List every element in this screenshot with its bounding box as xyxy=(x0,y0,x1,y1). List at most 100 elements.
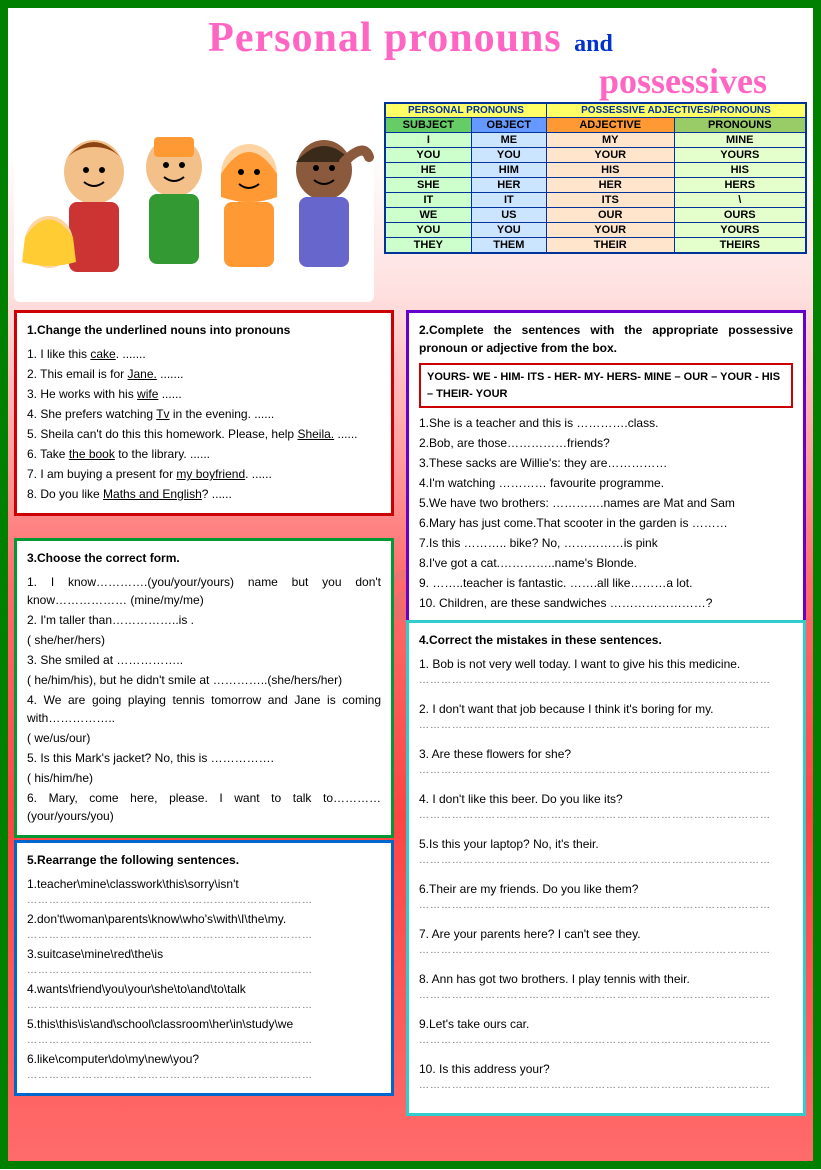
chart-cell: HE xyxy=(385,163,471,178)
exercises-area: 1.Change the underlined nouns into prono… xyxy=(14,310,807,1170)
ex1-item: 2. This email is for Jane. ....... xyxy=(27,365,381,383)
chart-cell: YOURS xyxy=(674,148,806,163)
chart-cell: OUR xyxy=(546,208,674,223)
ex4-item: 8. Ann has got two brothers. I play tenn… xyxy=(419,970,793,1003)
ex5-item: 5.this\this\is\and\school\classroom\her\… xyxy=(27,1015,381,1048)
chart-cell: MY xyxy=(546,133,674,148)
kids-svg xyxy=(14,102,374,302)
chart-cell: HIS xyxy=(546,163,674,178)
chart-cell: YOUR xyxy=(546,148,674,163)
chart-cell: HER xyxy=(546,178,674,193)
chart-cell: I xyxy=(385,133,471,148)
exercise-4: 4.Correct the mistakes in these sentence… xyxy=(406,620,806,1116)
chart-cell: SHE xyxy=(385,178,471,193)
ex3-title: 3.Choose the correct form. xyxy=(27,549,381,567)
ex1-item: 3. He works with his wife ...... xyxy=(27,385,381,403)
pronoun-chart-wrap: PERSONAL PRONOUNSPOSSESSIVE ADJECTIVES/P… xyxy=(384,102,807,302)
ex2-item: 9. ……..teacher is fantastic. …….all like… xyxy=(419,574,793,592)
chart-cell: THEY xyxy=(385,238,471,254)
ex3-item: 1. I know………….(you/your/yours) name but … xyxy=(27,573,381,609)
chart-cell: ITS xyxy=(546,193,674,208)
exercise-5: 5.Rearrange the following sentences. 1.t… xyxy=(14,840,394,1096)
kids-illustration xyxy=(14,102,374,302)
ex2-item: 6.Mary has just come.That scooter in the… xyxy=(419,514,793,532)
ex2-item: 10. Children, are these sandwiches ……………… xyxy=(419,594,793,612)
chart-cell: HER xyxy=(471,178,546,193)
chart-h1-poss: POSSESSIVE ADJECTIVES/PRONOUNS xyxy=(546,103,806,118)
ex1-item: 5. Sheila can't do this this homework. P… xyxy=(27,425,381,443)
ex4-item: 3. Are these flowers for she?……………………………… xyxy=(419,745,793,778)
ex1-item: 4. She prefers watching Tv in the evenin… xyxy=(27,405,381,423)
chart-h2-object: OBJECT xyxy=(471,118,546,133)
chart-cell: ME xyxy=(471,133,546,148)
ex4-item: 2. I don't want that job because I think… xyxy=(419,700,793,733)
title-and: and xyxy=(574,31,613,57)
chart-cell: THEM xyxy=(471,238,546,254)
ex1-title: 1.Change the underlined nouns into prono… xyxy=(27,321,381,339)
ex2-options: YOURS- WE - HIM- ITS - HER- MY- HERS- MI… xyxy=(419,363,793,408)
chart-cell: US xyxy=(471,208,546,223)
ex2-item: 4.I'm watching ………… favourite programme. xyxy=(419,474,793,492)
ex3-item: ( she/her/hers) xyxy=(27,631,381,649)
ex3-item: 2. I'm taller than……………..is . xyxy=(27,611,381,629)
ex2-item: 7.Is this ……….. bike? No, ……………is pink xyxy=(419,534,793,552)
chart-cell: YOURS xyxy=(674,223,806,238)
ex5-title: 5.Rearrange the following sentences. xyxy=(27,851,381,869)
title-possessives: possessives xyxy=(14,60,807,102)
ex4-item: 4. I don't like this beer. Do you like i… xyxy=(419,790,793,823)
chart-cell: IT xyxy=(471,193,546,208)
ex3-item: ( he/him/his), but he didn't smile at ……… xyxy=(27,671,381,689)
chart-cell: IT xyxy=(385,193,471,208)
ex3-item: 6. Mary, come here, please. I want to ta… xyxy=(27,789,381,825)
ex5-item: 4.wants\friend\you\your\she\to\and\to\ta… xyxy=(27,980,381,1013)
ex4-title: 4.Correct the mistakes in these sentence… xyxy=(419,631,793,649)
ex2-item: 2.Bob, are those……………friends? xyxy=(419,434,793,452)
exercise-1: 1.Change the underlined nouns into prono… xyxy=(14,310,394,516)
chart-h2-adj: ADJECTIVE xyxy=(546,118,674,133)
chart-cell: YOU xyxy=(385,223,471,238)
exercise-3: 3.Choose the correct form. 1. I know…………… xyxy=(14,538,394,838)
chart-cell: \ xyxy=(674,193,806,208)
top-area: PERSONAL PRONOUNSPOSSESSIVE ADJECTIVES/P… xyxy=(14,102,807,302)
pronoun-chart: PERSONAL PRONOUNSPOSSESSIVE ADJECTIVES/P… xyxy=(384,102,807,254)
chart-h1-personal: PERSONAL PRONOUNS xyxy=(385,103,546,118)
ex1-item: 6. Take the book to the library. ...... xyxy=(27,445,381,463)
chart-cell: YOU xyxy=(385,148,471,163)
chart-cell: HERS xyxy=(674,178,806,193)
ex5-item: 1.teacher\mine\classwork\this\sorry\isn'… xyxy=(27,875,381,908)
chart-cell: YOU xyxy=(471,148,546,163)
chart-h2-subject: SUBJECT xyxy=(385,118,471,133)
ex5-item: 2.don't\woman\parents\know\who's\with\I\… xyxy=(27,910,381,943)
ex2-item: 8.I've got a cat.…………..name's Blonde. xyxy=(419,554,793,572)
worksheet-frame: ESLprintables.com Personal pronouns and … xyxy=(0,0,821,1169)
ex4-item: 10. Is this address your?………………………………………… xyxy=(419,1060,793,1093)
ex3-item: 5. Is this Mark's jacket? No, this is ……… xyxy=(27,749,381,767)
ex1-item: 8. Do you like Maths and English? ...... xyxy=(27,485,381,503)
ex4-item: 6.Their are my friends. Do you like them… xyxy=(419,880,793,913)
chart-cell: MINE xyxy=(674,133,806,148)
chart-cell: HIM xyxy=(471,163,546,178)
ex2-item: 1.She is a teacher and this is ………….clas… xyxy=(419,414,793,432)
ex5-item: 3.suitcase\mine\red\the\is……………………………………… xyxy=(27,945,381,978)
ex4-item: 1. Bob is not very well today. I want to… xyxy=(419,655,793,688)
ex5-item: 6.like\computer\do\my\new\you?…………………………… xyxy=(27,1050,381,1083)
ex1-item: 7. I am buying a present for my boyfrien… xyxy=(27,465,381,483)
ex2-item: 5.We have two brothers: ………….names are M… xyxy=(419,494,793,512)
chart-cell: YOU xyxy=(471,223,546,238)
exercise-2: 2.Complete the sentences with the approp… xyxy=(406,310,806,625)
ex3-item: 4. We are going playing tennis tomorrow … xyxy=(27,691,381,727)
chart-cell: WE xyxy=(385,208,471,223)
ex2-title: 2.Complete the sentences with the approp… xyxy=(419,321,793,357)
ex2-item: 3.These sacks are Willie's: they are…………… xyxy=(419,454,793,472)
chart-cell: OURS xyxy=(674,208,806,223)
chart-cell: HIS xyxy=(674,163,806,178)
ex4-item: 7. Are your parents here? I can't see th… xyxy=(419,925,793,958)
chart-h2-pron: PRONOUNS xyxy=(674,118,806,133)
title-main: Personal pronouns xyxy=(208,15,561,61)
ex3-item: 3. She smiled at …………….. xyxy=(27,651,381,669)
chart-cell: THEIRS xyxy=(674,238,806,254)
ex3-item: ( his/him/he) xyxy=(27,769,381,787)
ex3-item: ( we/us/our) xyxy=(27,729,381,747)
ex4-item: 9.Let's take ours car.………………………………………………… xyxy=(419,1015,793,1048)
chart-cell: THEIR xyxy=(546,238,674,254)
